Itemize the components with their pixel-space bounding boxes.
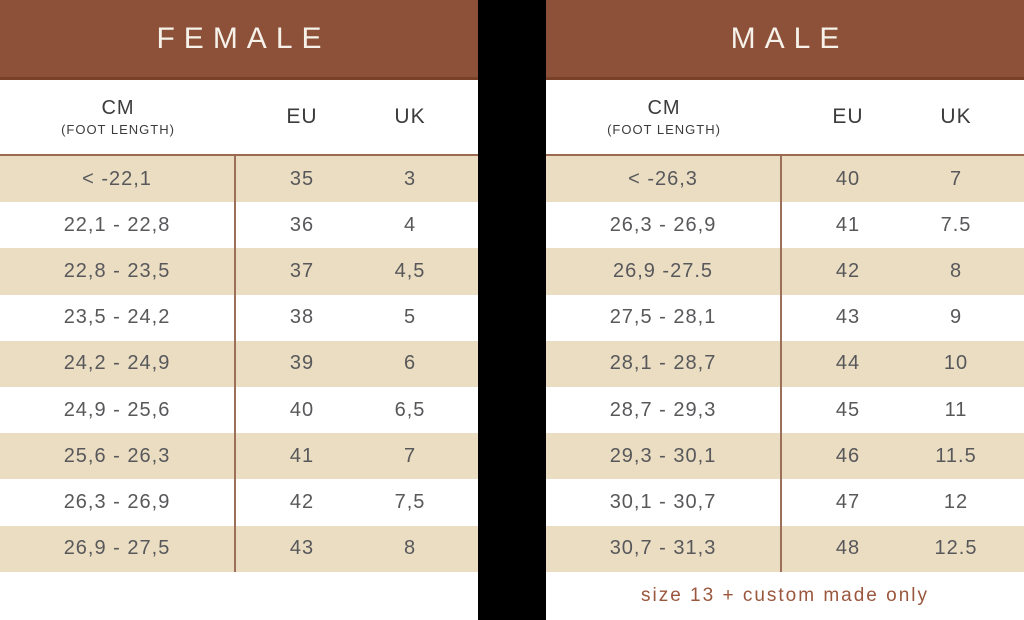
table-row: 29,3 - 30,1 46 11.5 [546,433,1024,480]
uk-cell: 8 [949,259,963,282]
eu-cell: 40 [289,398,315,421]
eu-cell: 47 [835,490,861,513]
eu-cell: 46 [835,444,861,467]
table-row: 28,7 - 29,3 45 11 [546,386,1024,434]
uk-cell: 12.5 [934,537,978,560]
table-row: 28,1 - 28,7 44 10 [546,340,1024,387]
table-row: 22,8 - 23,5 37 4,5 [0,248,478,295]
eu-cell: 38 [289,306,315,329]
uk-cell: 12 [943,490,969,513]
female-header-banner: FEMALE [0,0,478,80]
eu-column-header: EU [832,105,864,128]
female-title: FEMALE [156,21,331,55]
table-row: 26,9 -27.5 42 8 [546,248,1024,295]
table-row: 26,3 - 26,9 42 7,5 [0,479,478,526]
table-row: < -22,1 35 3 [0,156,478,203]
cm-cell: 24,9 - 25,6 [0,386,236,434]
eu-cell: 43 [835,306,861,329]
table-row: < -26,3 40 7 [546,156,1024,203]
eu-cell: 41 [835,213,861,236]
table-row: 30,7 - 31,3 48 12.5 [546,525,1024,572]
table-row: 30,1 - 30,7 47 12 [546,479,1024,526]
table-row: 24,9 - 25,6 40 6,5 [0,386,478,434]
cm-cell: 22,8 - 23,5 [0,248,236,295]
uk-cell: 8 [403,537,417,560]
table-row: 26,3 - 26,9 41 7.5 [546,202,1024,249]
cm-column-header: CM (FOOT LENGTH) [546,97,782,137]
cm-cell: 23,5 - 24,2 [0,294,236,341]
eu-cell: 45 [835,398,861,421]
eu-column-header: EU [286,105,318,128]
uk-cell: 11 [944,398,968,421]
uk-cell: 7.5 [940,213,972,236]
uk-column-header: UK [940,105,972,128]
uk-cell: 11.5 [935,444,977,467]
eu-cell: 44 [835,352,861,375]
uk-cell: 7 [949,167,963,190]
table-row: 23,5 - 24,2 38 5 [0,294,478,341]
eu-cell: 36 [289,213,315,236]
eu-cell: 39 [289,352,315,375]
cm-cell: 24,2 - 24,9 [0,340,236,387]
eu-cell: 40 [835,167,861,190]
uk-cell: 5 [403,306,417,329]
table-row: 27,5 - 28,1 43 9 [546,294,1024,341]
male-table-body: < -26,3 40 7 26,3 - 26,9 41 7.5 26,9 -27.5 42 8 2… [546,154,1024,572]
cm-cell: 28,7 - 29,3 [546,386,782,434]
cm-cell: 26,9 - 27,5 [0,525,236,572]
center-divider-strip [478,0,546,620]
cm-label: CM [101,97,135,119]
eu-cell: 48 [835,537,861,560]
foot-length-label: (FOOT LENGTH) [607,122,721,137]
cm-cell: 26,3 - 26,9 [0,479,236,526]
cm-cell: 22,1 - 22,8 [0,202,236,249]
cm-cell: 25,6 - 26,3 [0,433,236,480]
cm-cell: < -22,1 [0,156,236,203]
cm-cell: 28,1 - 28,7 [546,340,782,387]
female-column-headers: CM (FOOT LENGTH) EU UK [0,80,478,154]
uk-cell: 4,5 [394,259,426,282]
uk-cell: 3 [403,167,417,190]
size-13-footnote: size 13 + custom made only [640,584,930,606]
cm-cell: 30,1 - 30,7 [546,479,782,526]
cm-cell: < -26,3 [546,156,782,203]
female-table-body: < -22,1 35 3 22,1 - 22,8 36 4 22,8 - 23,5 37 4,5… [0,154,478,572]
cm-cell: 26,3 - 26,9 [546,202,782,249]
table-row: 26,9 - 27,5 43 8 [0,525,478,572]
male-title: MALE [730,21,849,55]
eu-cell: 42 [835,259,861,282]
eu-cell: 37 [289,259,315,282]
uk-cell: 9 [949,306,963,329]
male-size-table: MALE CM (FOOT LENGTH) EU UK < -26,3 40 7 26… [546,0,1024,620]
cm-label: CM [647,97,681,119]
cm-cell: 27,5 - 28,1 [546,294,782,341]
cm-cell: 26,9 -27.5 [546,248,782,295]
male-header-banner: MALE [546,0,1024,80]
eu-cell: 41 [289,444,315,467]
uk-cell: 10 [943,352,969,375]
uk-cell: 6 [403,352,417,375]
table-row: 25,6 - 26,3 41 7 [0,433,478,480]
table-row: 24,2 - 24,9 39 6 [0,340,478,387]
uk-cell: 7 [403,444,417,467]
table-row: 22,1 - 22,8 36 4 [0,202,478,249]
female-size-table: FEMALE CM (FOOT LENGTH) EU UK < -22,1 35 3… [0,0,478,620]
eu-cell: 35 [289,167,315,190]
uk-cell: 7,5 [394,490,426,513]
uk-cell: 4 [403,213,417,236]
uk-column-header: UK [394,105,426,128]
male-column-headers: CM (FOOT LENGTH) EU UK [546,80,1024,154]
cm-column-header: CM (FOOT LENGTH) [0,97,236,137]
uk-cell: 6,5 [394,398,426,421]
foot-length-label: (FOOT LENGTH) [61,122,175,137]
cm-cell: 29,3 - 30,1 [546,433,782,480]
eu-cell: 42 [289,490,315,513]
cm-cell: 30,7 - 31,3 [546,525,782,572]
eu-cell: 43 [289,537,315,560]
